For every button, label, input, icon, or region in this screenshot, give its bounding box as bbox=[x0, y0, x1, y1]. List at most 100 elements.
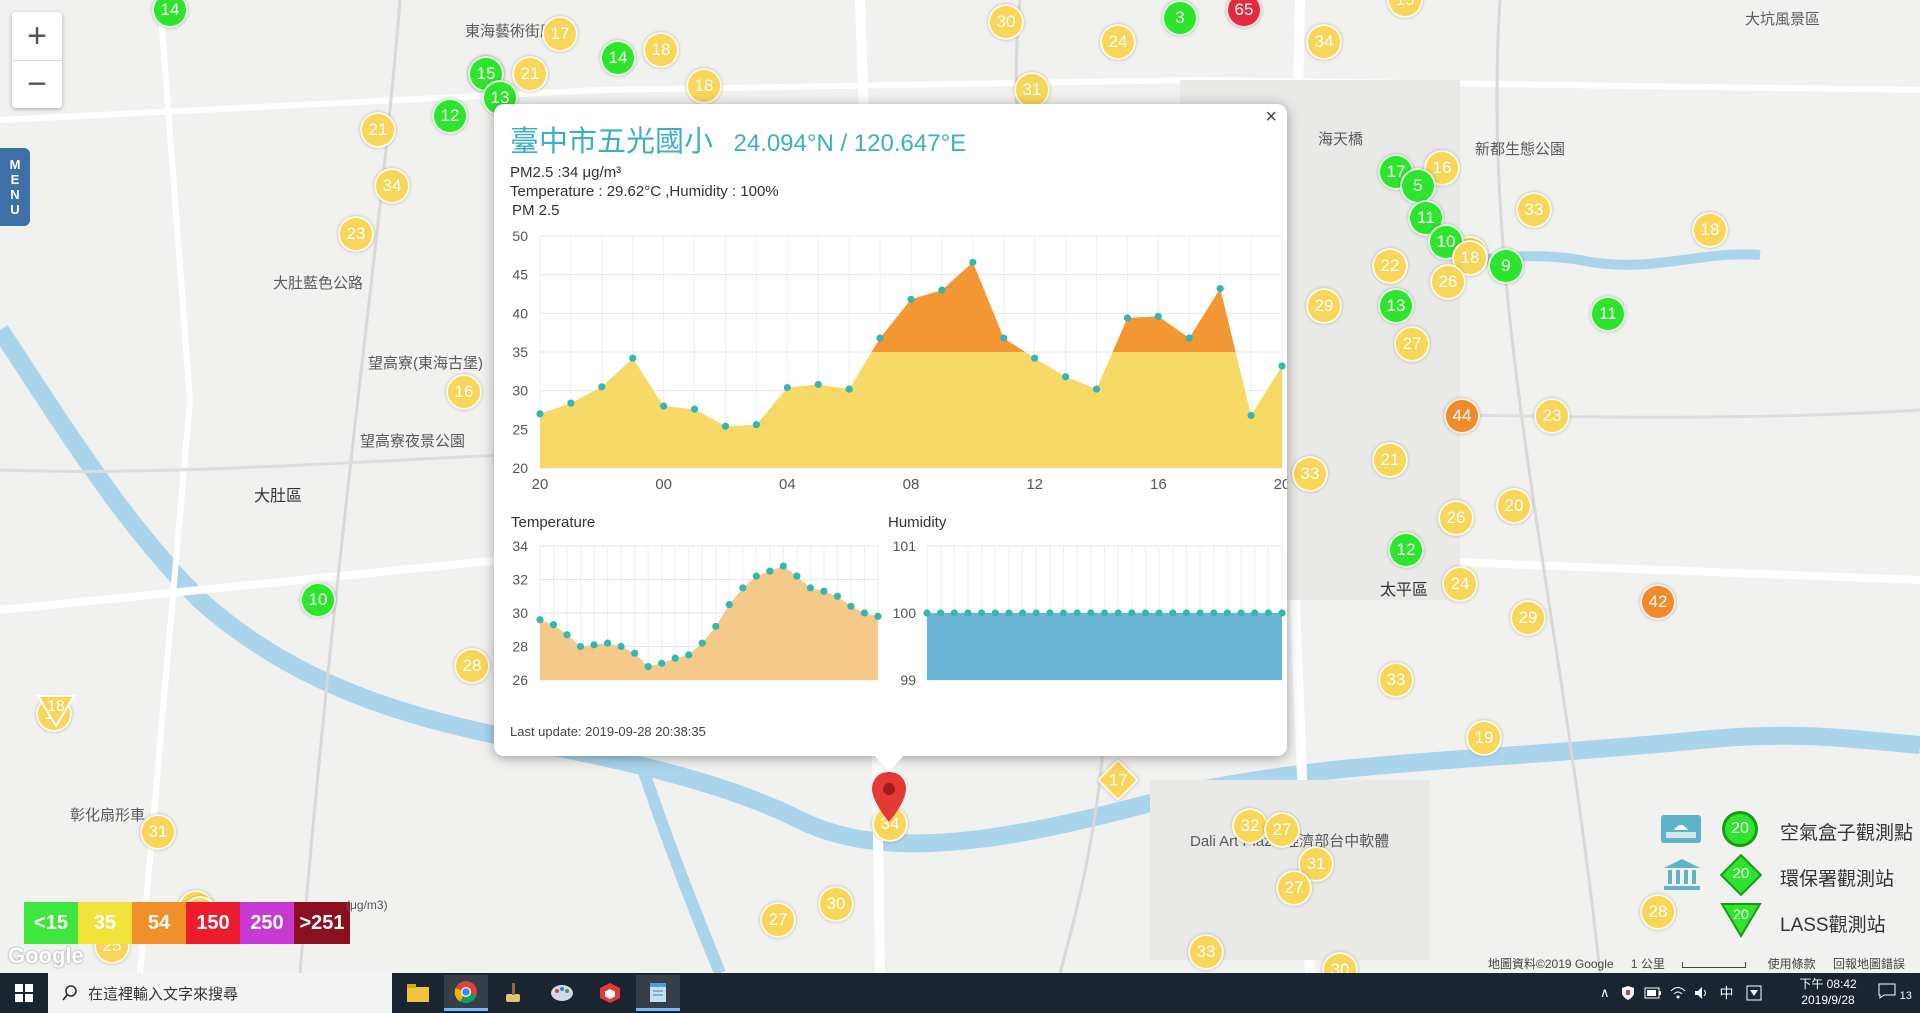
station-marker[interactable]: 24 bbox=[1442, 566, 1478, 602]
battery-icon[interactable] bbox=[1644, 987, 1662, 999]
station-marker[interactable]: 5 bbox=[1400, 168, 1436, 204]
map-scale[interactable]: 1 公里 bbox=[1630, 957, 1665, 971]
station-marker[interactable]: 16 bbox=[446, 374, 482, 410]
station-marker[interactable]: 12 bbox=[1388, 532, 1424, 568]
station-marker[interactable]: 10 bbox=[300, 582, 336, 618]
station-marker[interactable]: 44 bbox=[1444, 398, 1480, 434]
data-point bbox=[1278, 362, 1286, 370]
station-marker[interactable]: 24 bbox=[1100, 24, 1136, 60]
map[interactable]: 東海藝術街廊 大肚藍色公路 望高寮(東海古堡) 望高寮夜景公園 大肚區 太平區 新都生態公園… bbox=[0, 0, 1920, 973]
pm-scale-cell: >251 bbox=[294, 902, 350, 944]
menu-button[interactable]: M E N U bbox=[0, 148, 30, 226]
pm25-reading: PM2.5 :34 μg/m³ bbox=[510, 164, 622, 181]
zoom-in-button[interactable]: + bbox=[27, 16, 47, 55]
folder-icon bbox=[407, 984, 429, 1002]
data-point bbox=[969, 258, 977, 266]
volume-icon[interactable] bbox=[1694, 986, 1710, 1000]
y-tick-label: 20 bbox=[512, 460, 528, 476]
station-marker[interactable]: 30 bbox=[1322, 952, 1358, 973]
system-tray: ∧ 中 bbox=[1600, 973, 1762, 1013]
start-button[interactable] bbox=[0, 973, 48, 1013]
data-point bbox=[631, 649, 639, 657]
station-marker[interactable]: 10 bbox=[1428, 224, 1464, 260]
station-marker[interactable]: 42 bbox=[1640, 584, 1676, 620]
close-icon[interactable]: × bbox=[1265, 106, 1277, 128]
map-data-credit[interactable]: 地圖資料©2019 Google bbox=[1488, 957, 1614, 971]
station-marker[interactable]: 23 bbox=[1534, 398, 1570, 434]
station-marker[interactable]: 13 bbox=[482, 80, 518, 116]
station-marker[interactable]: 20 bbox=[1496, 488, 1532, 524]
wifi-icon[interactable] bbox=[1670, 986, 1686, 1000]
station-marker[interactable]: 65 bbox=[1226, 0, 1262, 28]
map-place-label: 太平區 bbox=[1380, 582, 1429, 599]
location-pin-icon[interactable] bbox=[872, 772, 906, 822]
station-marker[interactable]: 27 bbox=[1264, 812, 1300, 848]
station-marker[interactable]: 32 bbox=[1232, 808, 1268, 844]
station-marker[interactable]: 33 bbox=[1292, 456, 1328, 492]
file-explorer-app[interactable] bbox=[396, 975, 440, 1011]
taskbar-clock[interactable]: 下午 08:42 2019/9/28 bbox=[1790, 976, 1866, 1008]
notepad-app[interactable] bbox=[636, 975, 680, 1011]
station-marker[interactable]: 33 bbox=[1378, 662, 1414, 698]
terms-link[interactable]: 使用條款 bbox=[1767, 957, 1816, 971]
map-place-label: 海天橋 bbox=[1318, 131, 1364, 148]
y-tick-label: 40 bbox=[512, 305, 528, 321]
station-marker[interactable]: 27 bbox=[1394, 326, 1430, 362]
station-marker[interactable]: 21 bbox=[360, 112, 396, 148]
station-marker[interactable]: 11 bbox=[1408, 200, 1444, 236]
station-marker[interactable]: 28 bbox=[454, 648, 490, 684]
station-marker[interactable]: 26 bbox=[1438, 500, 1474, 536]
station-marker[interactable]: 29 bbox=[1510, 600, 1546, 636]
station-marker[interactable]: 17 bbox=[542, 16, 578, 52]
station-marker[interactable]: 18 bbox=[1452, 240, 1488, 276]
taskbar-search[interactable]: 在這裡輸入文字來搜尋 bbox=[48, 973, 392, 1013]
data-point bbox=[1123, 314, 1132, 322]
station-marker[interactable]: 19 bbox=[1466, 720, 1502, 756]
data-point bbox=[1182, 609, 1191, 617]
station-marker[interactable]: 3 bbox=[1162, 0, 1198, 36]
station-marker[interactable]: 18 bbox=[686, 68, 722, 104]
zoom-out-button[interactable]: − bbox=[12, 60, 62, 108]
google-logo[interactable]: Google bbox=[8, 943, 84, 968]
paint-app[interactable] bbox=[492, 975, 536, 1011]
station-marker[interactable]: 18 bbox=[1692, 212, 1728, 248]
station-marker[interactable]: 30 bbox=[818, 886, 854, 922]
chevron-up-icon[interactable]: ∧ bbox=[1600, 985, 1610, 1000]
data-point bbox=[576, 642, 585, 651]
station-marker[interactable]: 27 bbox=[760, 902, 796, 938]
pm-scale-cell: <15 bbox=[24, 902, 78, 944]
ime-indicator[interactable]: 中 bbox=[1719, 985, 1734, 1001]
notification-center[interactable]: 13 bbox=[1878, 983, 1912, 1002]
station-marker[interactable]: 34 bbox=[374, 168, 410, 204]
station-marker[interactable]: 18 bbox=[643, 32, 679, 68]
station-marker[interactable]: 12 bbox=[432, 98, 468, 134]
station-marker[interactable]: 27 bbox=[1276, 870, 1312, 906]
station-marker[interactable]: 30 bbox=[988, 4, 1024, 40]
station-marker[interactable]: 31 bbox=[1014, 72, 1050, 108]
station-marker[interactable]: 23 bbox=[338, 216, 374, 252]
sketchup-app[interactable] bbox=[588, 975, 632, 1011]
input-method-icon[interactable] bbox=[1746, 985, 1762, 1001]
station-marker[interactable]: 34 bbox=[1306, 24, 1342, 60]
lass-station-marker[interactable]: 18 bbox=[36, 694, 76, 728]
station-marker[interactable]: 28 bbox=[1640, 894, 1676, 930]
station-marker[interactable]: 22 bbox=[1372, 248, 1408, 284]
chrome-app[interactable] bbox=[444, 975, 488, 1011]
station-marker[interactable]: 11 bbox=[1590, 296, 1626, 332]
station-marker[interactable]: 21 bbox=[1372, 442, 1408, 478]
station-marker[interactable]: 14 bbox=[152, 0, 188, 28]
station-marker[interactable]: 29 bbox=[1306, 288, 1342, 324]
station-marker[interactable]: 9 bbox=[1488, 248, 1524, 284]
pm-scale-cell: 250 bbox=[240, 902, 294, 944]
station-marker[interactable]: 14 bbox=[600, 40, 636, 76]
station-marker[interactable]: 33 bbox=[1516, 192, 1552, 228]
station-marker[interactable]: 13 bbox=[1378, 288, 1414, 324]
report-error-link[interactable]: 回報地圖錯誤 bbox=[1832, 957, 1905, 971]
station-marker[interactable]: 33 bbox=[1188, 934, 1224, 970]
station-marker[interactable]: 31 bbox=[140, 814, 176, 850]
data-point bbox=[1185, 334, 1193, 342]
palette-app[interactable] bbox=[540, 975, 584, 1011]
station-marker[interactable]: 26 bbox=[1430, 264, 1466, 300]
security-shield-icon[interactable] bbox=[1620, 985, 1636, 1001]
station-marker[interactable]: 21 bbox=[512, 56, 548, 92]
